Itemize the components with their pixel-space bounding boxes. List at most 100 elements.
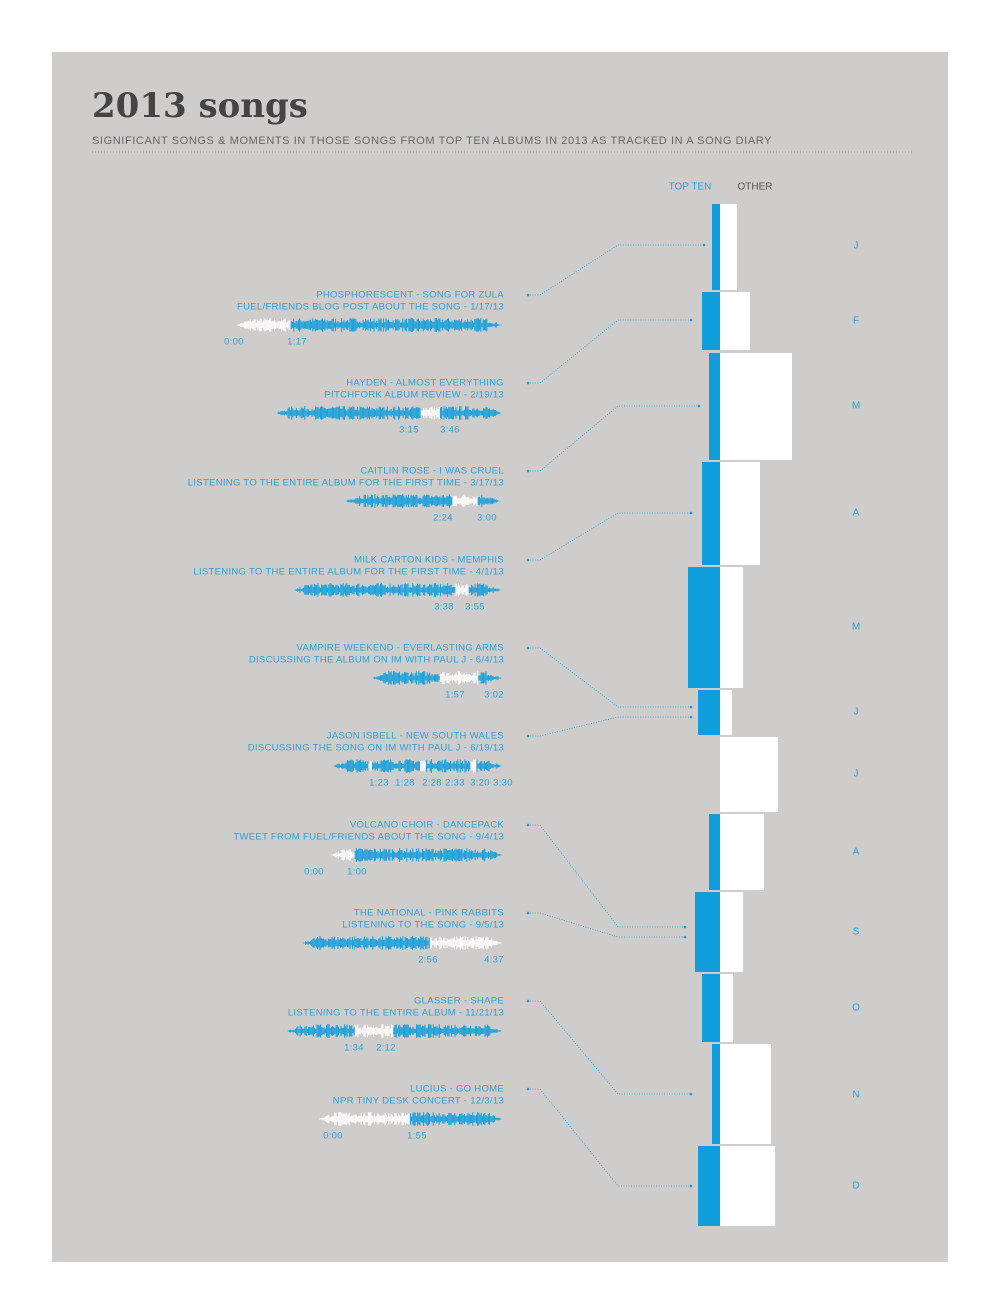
waveform bbox=[345, 494, 501, 508]
waveform-highlight bbox=[420, 406, 440, 420]
timestamp: 0:00 bbox=[304, 867, 324, 878]
other-bar bbox=[720, 204, 737, 290]
timestamp: 2:24 bbox=[433, 513, 453, 524]
timestamp: 1:55 bbox=[407, 1131, 427, 1142]
waveform bbox=[276, 406, 503, 420]
top-ten-bar bbox=[712, 204, 720, 290]
waveform bbox=[333, 759, 502, 773]
other-bar bbox=[720, 892, 743, 972]
title: 2013 songs bbox=[92, 86, 308, 126]
song-moment: DISCUSSING THE ALBUM ON IM WITH PAUL J -… bbox=[249, 655, 504, 666]
waveform-highlight bbox=[452, 494, 478, 508]
connector-dot bbox=[697, 404, 701, 408]
timestamp: 1:00 bbox=[347, 867, 367, 878]
connector-dot bbox=[526, 1087, 530, 1091]
waveform-highlight bbox=[429, 936, 502, 950]
song-moment: PITCHFORK ALBUM REVIEW - 2/19/13 bbox=[324, 390, 504, 401]
waveform bbox=[302, 936, 430, 950]
timestamp: 3:15 bbox=[399, 425, 419, 436]
waveform bbox=[294, 583, 503, 597]
month-label: O bbox=[852, 1003, 860, 1014]
song-title: VAMPIRE WEEKEND - EVERLASTING ARMS bbox=[297, 643, 504, 654]
timestamp: 3:55 bbox=[465, 602, 485, 613]
top-ten-bar bbox=[698, 690, 720, 735]
connector-dot bbox=[526, 999, 530, 1003]
waveform bbox=[372, 671, 503, 685]
timestamp: 2:56 bbox=[418, 955, 438, 966]
connector-dot bbox=[689, 511, 693, 515]
top-ten-bar bbox=[702, 974, 720, 1042]
song-title: HAYDEN - ALMOST EVERYTHING bbox=[346, 378, 504, 389]
timestamp: 1:23 bbox=[369, 778, 389, 789]
timestamp: 2:33 bbox=[445, 778, 465, 789]
connector-dot bbox=[526, 734, 530, 738]
connector bbox=[530, 1000, 690, 1095]
song-moment: LISTENING TO THE ENTIRE ALBUM - 11/21/13 bbox=[288, 1008, 504, 1019]
song-moment: LISTENING TO THE ENTIRE ALBUM FOR THE FI… bbox=[188, 478, 504, 489]
connector-dot bbox=[526, 381, 530, 385]
waveform-highlight bbox=[354, 1024, 394, 1038]
song-moment: NPR TINY DESK CONCERT - 12/3/13 bbox=[333, 1096, 504, 1107]
connector-dot bbox=[526, 293, 530, 297]
song-title: JASON ISBELL - NEW SOUTH WALES bbox=[327, 731, 504, 742]
waveform bbox=[354, 848, 503, 862]
connector bbox=[530, 512, 690, 561]
connector-dot bbox=[689, 1184, 693, 1188]
month-label: N bbox=[852, 1090, 859, 1101]
timestamp: 3:00 bbox=[477, 513, 497, 524]
month-label: D bbox=[852, 1181, 859, 1192]
timestamp: 1:28 bbox=[395, 778, 415, 789]
timestamp: 3:20 bbox=[470, 778, 490, 789]
subtitle: SIGNIFICANT SONGS & MOMENTS IN THOSE SON… bbox=[92, 135, 772, 147]
song-title: PHOSPHORESCENT - SONG FOR ZULA bbox=[316, 290, 504, 301]
connector bbox=[530, 716, 690, 737]
month-label: J bbox=[854, 241, 859, 252]
other-bar bbox=[720, 737, 778, 812]
connector-dot bbox=[689, 715, 693, 719]
timestamp: 1:34 bbox=[344, 1043, 364, 1054]
timestamp: 2:28 bbox=[422, 778, 442, 789]
connector-dot bbox=[689, 705, 693, 709]
month-label: M bbox=[852, 401, 860, 412]
timestamp: 3:46 bbox=[440, 425, 460, 436]
timestamp: 0:00 bbox=[323, 1131, 343, 1142]
song-moment: LISTENING TO THE SONG - 9/5/13 bbox=[342, 920, 504, 931]
connector bbox=[530, 244, 703, 296]
waveform bbox=[409, 1112, 503, 1126]
connector-dot bbox=[689, 1092, 693, 1096]
legend-other: OTHER bbox=[738, 182, 773, 193]
connector-dot bbox=[702, 243, 706, 247]
other-bar bbox=[720, 1146, 775, 1226]
timestamp: 3:02 bbox=[484, 690, 504, 701]
month-label: J bbox=[854, 707, 859, 718]
month-label: S bbox=[853, 927, 860, 938]
connector bbox=[530, 647, 690, 708]
connector-dot bbox=[683, 935, 687, 939]
other-bar bbox=[720, 690, 732, 735]
month-label: A bbox=[853, 847, 860, 858]
timestamp: 3:30 bbox=[493, 778, 513, 789]
timestamp: 4:37 bbox=[484, 955, 504, 966]
connector-dot bbox=[526, 469, 530, 473]
waveform-highlight bbox=[318, 1112, 410, 1126]
waveform-highlight bbox=[368, 759, 477, 773]
month-label: M bbox=[852, 622, 860, 633]
connector-dot bbox=[526, 911, 530, 915]
connector-dot bbox=[526, 823, 530, 827]
song-moment: LISTENING TO THE ENTIRE ALBUM FOR THE FI… bbox=[193, 567, 504, 578]
connector bbox=[530, 319, 690, 384]
top-ten-bar bbox=[688, 567, 720, 688]
waveform-highlight bbox=[330, 849, 355, 861]
connector bbox=[530, 1088, 690, 1187]
panel bbox=[52, 52, 948, 1262]
connector bbox=[530, 912, 684, 938]
waveform-highlight bbox=[236, 318, 291, 332]
song-title: LUCIUS - GO HOME bbox=[410, 1084, 504, 1095]
waveform-highlight bbox=[455, 583, 469, 597]
month-label: F bbox=[853, 316, 859, 327]
other-bar bbox=[720, 974, 733, 1042]
month-label: A bbox=[853, 508, 860, 519]
timestamp: 1:17 bbox=[287, 337, 307, 348]
connector-dot bbox=[683, 925, 687, 929]
